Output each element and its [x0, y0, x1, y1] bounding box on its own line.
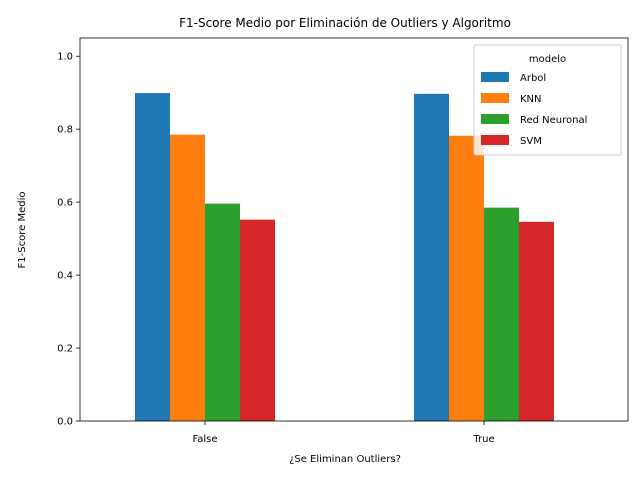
legend-swatch-svm [481, 135, 509, 145]
x-tick-label: False [192, 434, 217, 445]
legend-title: modelo [529, 54, 566, 65]
legend-swatch-knn [481, 93, 509, 103]
bar-knn-false [170, 134, 205, 421]
legend-box [473, 44, 622, 156]
bar-arbol-false [135, 93, 170, 422]
x-tick-label: True [472, 434, 494, 445]
bar-svm-false [240, 219, 275, 421]
y-tick-label: 0.8 [57, 125, 73, 136]
bar-knn-true [449, 135, 484, 421]
bar-red-neuronal-false [205, 203, 240, 421]
bar-svm-true [519, 221, 554, 421]
y-tick-label: 1.0 [57, 52, 73, 63]
legend-label-red-neuronal: Red Neuronal [520, 115, 587, 126]
plot-frame [79, 37, 629, 422]
bar-arbol-true [414, 93, 449, 422]
chart-title: F1-Score Medio por Eliminación de Outlie… [179, 16, 511, 30]
y-tick-label: 0.4 [57, 271, 73, 282]
bars-group [135, 93, 554, 422]
y-axis-label: F1-Score Medio [17, 192, 28, 269]
x-axis-label: ¿Se Eliminan Outliers? [289, 454, 401, 465]
y-tick-label: 0.2 [57, 344, 73, 355]
legend-label-knn: KNN [520, 94, 542, 105]
legend-label-svm: SVM [520, 136, 542, 147]
y-tick-label: 0.6 [57, 198, 73, 209]
legend-swatch-red-neuronal [481, 114, 509, 124]
bar-red-neuronal-true [484, 207, 519, 421]
legend: modelo Arbol KNN Red Neuronal SVM [473, 44, 622, 156]
y-tick-label: 0.0 [57, 417, 73, 428]
y-axis: 0.0 0.2 0.4 0.6 0.8 1.0 [57, 52, 80, 428]
legend-swatch-arbol [481, 72, 509, 82]
legend-label-arbol: Arbol [520, 73, 546, 84]
x-axis: False True [192, 421, 495, 445]
